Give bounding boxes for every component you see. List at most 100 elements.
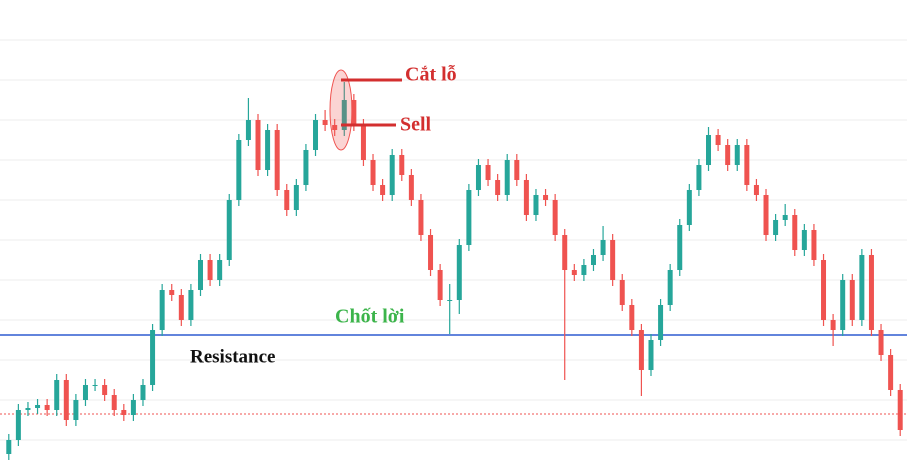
candle-body [475,165,481,190]
candle-body [332,125,338,130]
candle-body [130,400,136,415]
candle-body [274,130,280,190]
candle-body [121,410,127,415]
candle-body [188,290,194,320]
candle-body [667,270,673,305]
candle-body [102,385,108,395]
candle-body [303,150,309,185]
candle-body [514,160,520,180]
candle-body [715,135,721,145]
candle-body [543,195,549,200]
candle-body [610,240,616,280]
candles [6,82,903,460]
candle-body [495,180,501,195]
candle-body [523,180,529,215]
candle-body [878,330,884,355]
candle-body [629,305,635,330]
candle-body [370,160,376,185]
candle-body [140,385,146,400]
candle-body [734,145,740,165]
candle-body [351,100,357,125]
candle-body [322,120,328,125]
candle-body [888,355,894,390]
candle-body [447,300,453,301]
resistance-label: Resistance [190,346,275,367]
candle-body [782,215,788,220]
sell-label: Sell [400,114,432,136]
take-profit-label: Chốt lời [335,306,405,328]
candle-body [341,100,347,130]
candle-body [744,145,750,185]
candle-body [830,320,836,330]
levels [0,334,907,415]
candle-body [245,120,251,140]
candle-body [466,190,472,245]
candle-body [408,175,414,200]
candle-body [428,235,434,270]
highlight-ellipse [329,69,353,151]
candle-body [581,265,587,275]
candle-body [897,390,903,430]
candle-body [111,395,117,410]
candle-body [485,165,491,180]
candle-body [217,260,223,280]
candle-body [159,290,165,330]
candle-body [255,120,261,170]
candle-body [92,385,98,386]
candle-body [226,200,232,260]
candle-body [801,230,807,250]
candle-body [437,270,443,300]
candle-body [265,130,271,170]
candle-body [725,145,731,165]
candle-body [696,165,702,190]
candle-body [706,135,712,165]
candle-body [456,245,462,300]
candle-body [638,330,644,370]
candle-body [284,190,290,210]
candle-body [63,380,69,420]
candle-body [753,185,759,195]
candle-body [773,220,779,235]
candle-body [552,200,558,235]
candle-body [504,160,510,195]
candle-body [380,185,386,195]
candle-body [619,280,625,305]
candle-body [840,280,846,330]
candle-body [236,140,242,200]
grid [0,39,907,441]
candle-body [399,155,405,175]
candle-body [293,185,299,210]
candle-body [35,405,41,408]
candle-body [533,195,539,215]
candle-body [25,408,31,410]
candle-body [600,240,606,255]
candle-body [821,260,827,320]
candle-body [54,380,60,410]
candle-body [169,290,175,295]
stop-loss-label: Cắt lỗ [405,64,457,86]
candle-body [82,385,88,400]
candle-body [868,255,874,330]
candle-body [44,405,50,410]
candle-body [590,255,596,265]
candle-body [313,120,319,150]
candle-body [197,260,203,290]
candle-body [389,155,395,195]
candle-body [73,400,79,420]
candle-body [571,270,577,275]
candle-body [658,305,664,340]
candle-body [849,280,855,320]
candle-body [15,410,21,440]
candle-body [859,255,865,320]
candle-body [677,225,683,270]
candle-body [562,235,568,270]
candle-body [6,440,12,454]
candle-body [207,260,213,280]
candle-body [150,330,156,385]
candle-body [763,195,769,235]
candle-body [648,340,654,370]
candle-body [686,190,692,225]
candle-body [792,215,798,250]
candle-body [418,200,424,235]
